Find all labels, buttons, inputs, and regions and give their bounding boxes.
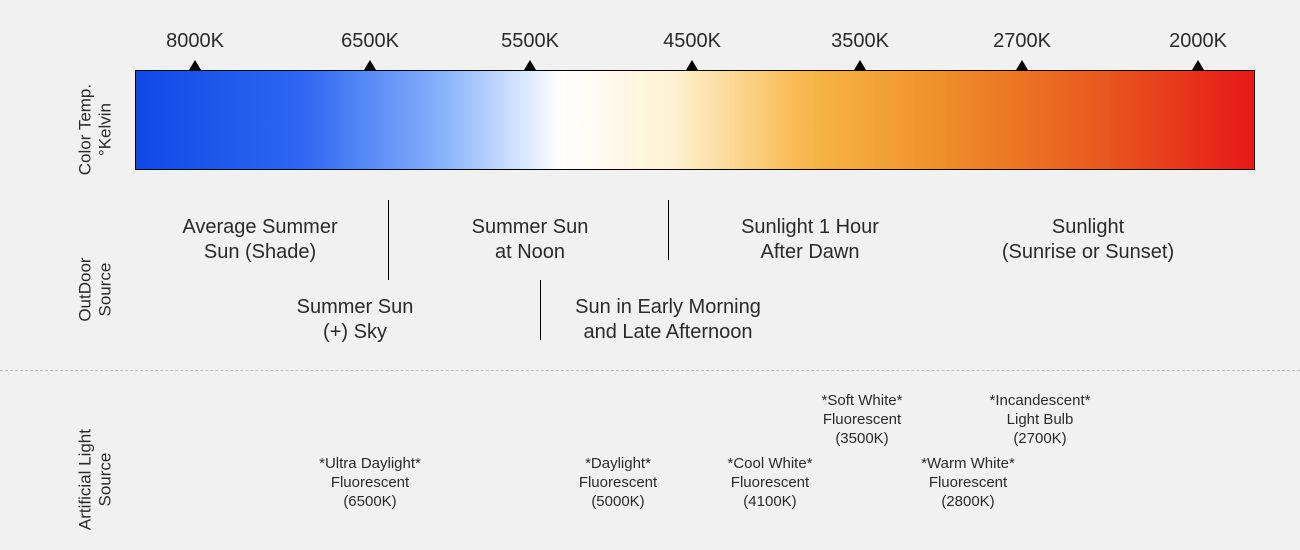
label-line: Sunlight 1 Hour <box>741 215 879 240</box>
artificial-source-label: *Warm White*Fluorescent(2800K) <box>921 455 1015 511</box>
label-line: (2700K) <box>990 430 1091 449</box>
axis-label-line: OutDoor <box>75 220 95 360</box>
label-line: Fluorescent <box>822 411 903 430</box>
axis-label-line: °Kelvin <box>95 60 115 200</box>
outdoor-divider <box>668 200 669 260</box>
label-line: Fluorescent <box>319 474 421 493</box>
axis-label-line: Artificial Light <box>75 410 95 550</box>
artificial-source-label: *Soft White*Fluorescent(3500K) <box>822 392 903 448</box>
label-line: (+) Sky <box>297 320 414 345</box>
kelvin-tick-marker-icon <box>854 60 866 70</box>
kelvin-tick-marker-icon <box>524 60 536 70</box>
kelvin-tick-marker-icon <box>1192 60 1204 70</box>
axis-label-color_temp: Color Temp.°Kelvin <box>75 60 114 200</box>
axis-label-artificial: Artificial LightSource <box>75 410 114 550</box>
label-line: Light Bulb <box>990 411 1091 430</box>
kelvin-tick-label: 6500K <box>341 30 399 53</box>
axis-label-line: Source <box>95 220 115 360</box>
outdoor-divider <box>388 200 389 280</box>
color-temperature-diagram: Color Temp.°KelvinOutDoorSourceArtificia… <box>0 0 1300 550</box>
label-line: (4100K) <box>727 493 812 512</box>
label-line: and Late Afternoon <box>575 320 761 345</box>
artificial-source-label: *Daylight*Fluorescent(5000K) <box>579 455 657 511</box>
kelvin-gradient-bar <box>135 70 1255 170</box>
kelvin-tick-label: 8000K <box>166 30 224 53</box>
label-line: *Soft White* <box>822 392 903 411</box>
outdoor-source-label: Sun in Early Morningand Late Afternoon <box>575 295 761 345</box>
label-line: (6500K) <box>319 493 421 512</box>
label-line: Summer Sun <box>472 215 589 240</box>
label-line: *Incandescent* <box>990 392 1091 411</box>
artificial-source-label: *Incandescent*Light Bulb(2700K) <box>990 392 1091 448</box>
kelvin-tick-marker-icon <box>686 60 698 70</box>
kelvin-tick-marker-icon <box>1016 60 1028 70</box>
label-line: (5000K) <box>579 493 657 512</box>
label-line: *Warm White* <box>921 455 1015 474</box>
label-line: Sun in Early Morning <box>575 295 761 320</box>
label-line: After Dawn <box>741 240 879 265</box>
outdoor-source-label: Average SummerSun (Shade) <box>182 215 337 265</box>
label-line: Summer Sun <box>297 295 414 320</box>
kelvin-tick-label: 2000K <box>1169 30 1227 53</box>
axis-label-outdoor: OutDoorSource <box>75 220 114 360</box>
label-line: *Cool White* <box>727 455 812 474</box>
kelvin-tick-label: 5500K <box>501 30 559 53</box>
label-line: at Noon <box>472 240 589 265</box>
kelvin-tick-marker-icon <box>364 60 376 70</box>
axis-label-line: Color Temp. <box>75 60 95 200</box>
kelvin-tick-marker-icon <box>189 60 201 70</box>
outdoor-source-label: Sunlight 1 HourAfter Dawn <box>741 215 879 265</box>
label-line: Fluorescent <box>727 474 812 493</box>
artificial-source-label: *Cool White*Fluorescent(4100K) <box>727 455 812 511</box>
kelvin-tick-label: 4500K <box>663 30 721 53</box>
section-divider-dashed <box>0 370 1300 371</box>
axis-label-line: Source <box>95 410 115 550</box>
label-line: Fluorescent <box>579 474 657 493</box>
label-line: (2800K) <box>921 493 1015 512</box>
outdoor-divider <box>540 280 541 340</box>
label-line: (3500K) <box>822 430 903 449</box>
label-line: (Sunrise or Sunset) <box>1002 240 1174 265</box>
label-line: Average Summer <box>182 215 337 240</box>
label-line: Fluorescent <box>921 474 1015 493</box>
artificial-source-label: *Ultra Daylight*Fluorescent(6500K) <box>319 455 421 511</box>
kelvin-tick-label: 2700K <box>993 30 1051 53</box>
kelvin-tick-label: 3500K <box>831 30 889 53</box>
label-line: Sunlight <box>1002 215 1174 240</box>
outdoor-source-label: Summer Sun(+) Sky <box>297 295 414 345</box>
label-line: Sun (Shade) <box>182 240 337 265</box>
label-line: *Ultra Daylight* <box>319 455 421 474</box>
outdoor-source-label: Summer Sunat Noon <box>472 215 589 265</box>
outdoor-source-label: Sunlight(Sunrise or Sunset) <box>1002 215 1174 265</box>
label-line: *Daylight* <box>579 455 657 474</box>
